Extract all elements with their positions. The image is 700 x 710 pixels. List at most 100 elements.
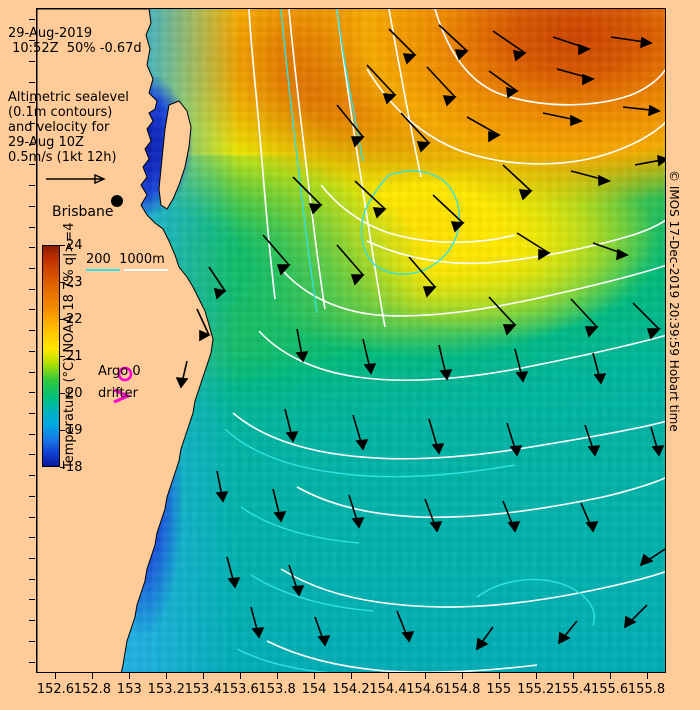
x-axis-tick-label: 154.4 <box>369 682 407 697</box>
y-axis-tick <box>29 81 35 83</box>
x-axis-tick <box>461 673 463 679</box>
x-axis-tick-label: 153.4 <box>184 682 222 697</box>
x-axis-tick <box>92 673 94 679</box>
brisbane-city-dot <box>111 195 123 207</box>
y-axis-tick <box>29 267 35 269</box>
y-axis-tick <box>29 640 35 642</box>
x-axis-tick <box>572 673 574 679</box>
x-axis-tick <box>387 673 389 679</box>
y-axis-tick <box>29 330 35 332</box>
colorbar-tick-label: 23 <box>66 275 83 290</box>
y-axis-tick <box>29 537 35 539</box>
y-axis-tick <box>29 495 35 497</box>
y-axis-tick <box>29 185 35 187</box>
colorbar-tick-label: 18 <box>66 460 83 475</box>
y-axis-tick <box>29 143 35 145</box>
x-axis-tick <box>535 673 537 679</box>
x-axis-tick-label: 155.6 <box>590 682 629 697</box>
y-axis-tick <box>29 288 35 290</box>
colorbar-tick <box>60 245 65 246</box>
y-axis-tick <box>29 620 35 622</box>
y-axis-tick <box>29 413 35 415</box>
y-axis-tick <box>29 122 35 124</box>
drifter-marker-icon <box>113 388 132 404</box>
y-axis-tick <box>29 247 35 249</box>
y-axis-tick <box>29 40 35 42</box>
y-axis-tick <box>29 661 35 663</box>
colorbar-tick <box>60 319 65 320</box>
velocity-vectors <box>175 24 665 651</box>
colorbar-ticks: 24 23 22 21 20 19 18 <box>60 239 90 475</box>
brisbane-city-label: Brisbane <box>52 204 114 220</box>
y-axis-tick <box>29 392 35 394</box>
x-axis-tick <box>203 673 205 679</box>
colorbar-tick <box>60 467 65 468</box>
map-overlays <box>175 9 665 672</box>
land-mass <box>37 9 214 672</box>
argo-legend-label: Argo 0 <box>98 364 141 379</box>
x-axis-tick-label: 154.6 <box>406 682 444 697</box>
x-axis-tick <box>498 673 500 679</box>
argo-marker-icon <box>117 366 133 382</box>
colorbar-tick-label: 19 <box>66 423 83 438</box>
x-axis-tick-label: 155.4 <box>554 682 592 697</box>
header-line1: 29-Aug-2019 <box>8 26 93 41</box>
colorbar-tick <box>60 282 65 283</box>
x-axis-tick <box>314 673 316 679</box>
temperature-colorbar <box>42 245 60 467</box>
x-axis-tick-label: 152.6 <box>36 682 75 697</box>
x-axis-tick-label: 153 <box>116 682 142 697</box>
header-line2: 10:52Z 50% -0.67d <box>8 41 142 56</box>
colorbar-title: Temperature (°C) NOAA 18 7% q|>=4 <box>62 222 77 469</box>
colorbar-tick <box>60 356 65 357</box>
y-axis-tick <box>29 309 35 311</box>
y-axis-tick <box>29 599 35 601</box>
y-axis-tick <box>29 205 35 207</box>
x-axis-tick-label: 153.6 <box>221 682 259 697</box>
drifter-legend-label: drifter <box>98 386 138 401</box>
x-axis-tick-label: 155 <box>486 682 512 697</box>
x-axis-tick <box>646 673 648 679</box>
x-axis-tick <box>351 673 352 679</box>
y-axis-tick <box>29 454 35 456</box>
x-axis-tick <box>166 673 168 679</box>
colorbar-tick <box>60 430 65 431</box>
x-axis-tick-label: 155.8 <box>627 682 666 697</box>
y-axis-tick <box>29 102 35 104</box>
bathymetry-200m-contour <box>224 9 595 672</box>
y-axis-tick <box>29 164 35 166</box>
x-axis-tick-label: 155.2 <box>517 682 555 697</box>
y-axis-tick <box>29 350 35 352</box>
y-axis-tick <box>29 19 35 21</box>
x-axis-tick-label: 153.8 <box>258 682 296 697</box>
y-axis-tick <box>29 578 35 580</box>
y-axis-tick <box>29 516 35 518</box>
x-axis-tick <box>240 673 242 679</box>
bathymetry-legend-label: 200 1000m <box>86 252 165 267</box>
x-axis-tick-label: 153.2 <box>147 682 185 697</box>
bathymetry-legend-lines <box>86 269 168 271</box>
x-axis-tick-label: 154.2 <box>332 682 370 697</box>
y-axis-tick <box>29 558 35 560</box>
x-axis-tick-label: 154 <box>301 682 327 697</box>
y-axis-tick <box>29 371 35 373</box>
colorbar-tick <box>60 393 65 394</box>
x-axis-tick <box>609 673 611 679</box>
imos-credit: © IMOS 17-Dec-2019 20:39:59 Hobart time <box>667 170 681 432</box>
y-axis-tick <box>29 226 35 228</box>
sealevel-contours <box>232 9 665 672</box>
description-text: Altimetric sealevel (0.1m contours) and … <box>8 90 129 165</box>
header-datetime: 29-Aug-2019 10:52Z 50% -0.67d <box>8 26 142 56</box>
x-axis-tick <box>277 673 279 679</box>
y-axis-tick <box>29 475 35 477</box>
colorbar-tick-label: 21 <box>66 349 83 364</box>
colorbar-tick-label: 20 <box>66 386 83 401</box>
map-plot-area[interactable] <box>36 8 666 673</box>
x-axis-tick-label: 154.8 <box>443 682 481 697</box>
velocity-scale-arrow <box>46 173 106 185</box>
colorbar-tick-label: 22 <box>66 312 83 327</box>
x-axis-tick <box>129 673 131 679</box>
x-axis-tick-label: 152.8 <box>73 682 112 697</box>
colorbar-tick-label: 24 <box>66 238 83 253</box>
y-axis-tick <box>29 60 35 62</box>
